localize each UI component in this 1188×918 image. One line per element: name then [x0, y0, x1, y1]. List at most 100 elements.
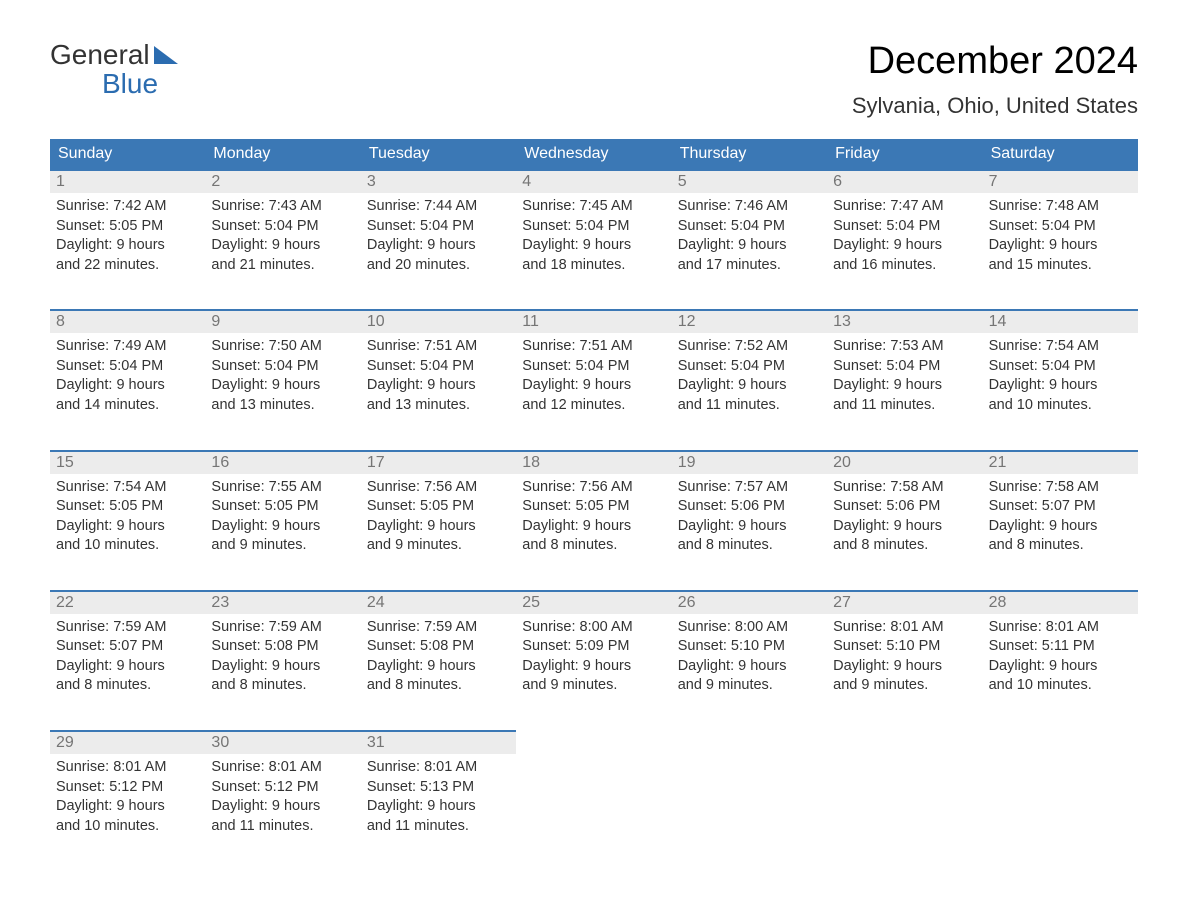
day-number: 28: [983, 592, 1138, 614]
day-line-dl1: Daylight: 9 hours: [56, 657, 199, 677]
day-line-dl2: and 10 minutes.: [56, 817, 199, 837]
logo-text-2: Blue: [50, 69, 178, 98]
day-line-sunset: Sunset: 5:04 PM: [678, 357, 821, 377]
calendar-cell: 20Sunrise: 7:58 AMSunset: 5:06 PMDayligh…: [827, 450, 982, 562]
week-separator: [50, 422, 1138, 450]
day-line-sunset: Sunset: 5:04 PM: [367, 217, 510, 237]
day-line-dl1: Daylight: 9 hours: [678, 236, 821, 256]
day-line-sunrise: Sunrise: 7:54 AM: [56, 478, 199, 498]
day-line-sunrise: Sunrise: 7:59 AM: [211, 618, 354, 638]
day-line-sunrise: Sunrise: 7:58 AM: [833, 478, 976, 498]
day-number: 1: [50, 171, 205, 193]
logo: General Blue: [50, 40, 178, 99]
calendar-cell: 15Sunrise: 7:54 AMSunset: 5:05 PMDayligh…: [50, 450, 205, 562]
day-line-sunset: Sunset: 5:06 PM: [833, 497, 976, 517]
day-line-dl1: Daylight: 9 hours: [989, 657, 1132, 677]
day-body: Sunrise: 8:01 AMSunset: 5:12 PMDaylight:…: [50, 754, 205, 842]
day-number: 8: [50, 311, 205, 333]
day-line-dl2: and 10 minutes.: [56, 536, 199, 556]
day-line-dl1: Daylight: 9 hours: [989, 236, 1132, 256]
day-body: Sunrise: 7:51 AMSunset: 5:04 PMDaylight:…: [361, 333, 516, 421]
day-number: 21: [983, 452, 1138, 474]
day-line-sunset: Sunset: 5:04 PM: [833, 357, 976, 377]
day-number: 17: [361, 452, 516, 474]
day-number: 29: [50, 732, 205, 754]
calendar-cell: 22Sunrise: 7:59 AMSunset: 5:07 PMDayligh…: [50, 590, 205, 702]
calendar-cell: 28Sunrise: 8:01 AMSunset: 5:11 PMDayligh…: [983, 590, 1138, 702]
day-line-dl1: Daylight: 9 hours: [56, 797, 199, 817]
day-line-sunrise: Sunrise: 7:51 AM: [367, 337, 510, 357]
day-line-dl2: and 10 minutes.: [989, 396, 1132, 416]
day-number: 9: [205, 311, 360, 333]
day-number: 13: [827, 311, 982, 333]
calendar-cell: 11Sunrise: 7:51 AMSunset: 5:04 PMDayligh…: [516, 309, 671, 421]
day-body: Sunrise: 7:48 AMSunset: 5:04 PMDaylight:…: [983, 193, 1138, 281]
day-line-dl1: Daylight: 9 hours: [211, 376, 354, 396]
day-body: Sunrise: 7:42 AMSunset: 5:05 PMDaylight:…: [50, 193, 205, 281]
day-number: 4: [516, 171, 671, 193]
day-line-dl2: and 11 minutes.: [678, 396, 821, 416]
calendar-cell: 18Sunrise: 7:56 AMSunset: 5:05 PMDayligh…: [516, 450, 671, 562]
calendar-cell: 13Sunrise: 7:53 AMSunset: 5:04 PMDayligh…: [827, 309, 982, 421]
day-line-sunset: Sunset: 5:04 PM: [367, 357, 510, 377]
day-body: Sunrise: 7:56 AMSunset: 5:05 PMDaylight:…: [516, 474, 671, 562]
day-number: 24: [361, 592, 516, 614]
dow-header: Sunday: [50, 139, 205, 169]
day-line-dl2: and 13 minutes.: [367, 396, 510, 416]
day-line-sunrise: Sunrise: 8:01 AM: [367, 758, 510, 778]
day-line-sunrise: Sunrise: 7:59 AM: [56, 618, 199, 638]
day-line-dl1: Daylight: 9 hours: [833, 657, 976, 677]
day-body: Sunrise: 8:00 AMSunset: 5:09 PMDaylight:…: [516, 614, 671, 702]
day-number: 19: [672, 452, 827, 474]
day-line-sunrise: Sunrise: 7:49 AM: [56, 337, 199, 357]
calendar-grid: SundayMondayTuesdayWednesdayThursdayFrid…: [50, 139, 1138, 842]
day-body: Sunrise: 7:45 AMSunset: 5:04 PMDaylight:…: [516, 193, 671, 281]
day-line-sunrise: Sunrise: 7:46 AM: [678, 197, 821, 217]
day-line-dl2: and 16 minutes.: [833, 256, 976, 276]
day-line-sunrise: Sunrise: 8:01 AM: [211, 758, 354, 778]
dow-header: Friday: [827, 139, 982, 169]
day-line-dl2: and 9 minutes.: [833, 676, 976, 696]
page-header: General Blue December 2024 Sylvania, Ohi…: [50, 40, 1138, 119]
day-number: 11: [516, 311, 671, 333]
day-body: Sunrise: 7:59 AMSunset: 5:07 PMDaylight:…: [50, 614, 205, 702]
day-body: Sunrise: 8:01 AMSunset: 5:10 PMDaylight:…: [827, 614, 982, 702]
day-line-sunset: Sunset: 5:04 PM: [522, 217, 665, 237]
day-line-sunset: Sunset: 5:04 PM: [678, 217, 821, 237]
day-line-sunset: Sunset: 5:08 PM: [367, 637, 510, 657]
location: Sylvania, Ohio, United States: [852, 93, 1138, 119]
calendar-cell-empty: [827, 730, 982, 842]
calendar-cell: 10Sunrise: 7:51 AMSunset: 5:04 PMDayligh…: [361, 309, 516, 421]
day-line-sunrise: Sunrise: 7:44 AM: [367, 197, 510, 217]
day-number: 14: [983, 311, 1138, 333]
day-line-sunset: Sunset: 5:04 PM: [211, 217, 354, 237]
day-line-dl1: Daylight: 9 hours: [367, 376, 510, 396]
day-line-sunrise: Sunrise: 8:00 AM: [522, 618, 665, 638]
day-body: Sunrise: 7:46 AMSunset: 5:04 PMDaylight:…: [672, 193, 827, 281]
day-line-dl2: and 14 minutes.: [56, 396, 199, 416]
day-number: 23: [205, 592, 360, 614]
day-line-dl1: Daylight: 9 hours: [522, 517, 665, 537]
calendar-cell: 6Sunrise: 7:47 AMSunset: 5:04 PMDaylight…: [827, 169, 982, 281]
day-line-dl2: and 9 minutes.: [522, 676, 665, 696]
day-line-dl1: Daylight: 9 hours: [211, 657, 354, 677]
day-body: Sunrise: 8:01 AMSunset: 5:11 PMDaylight:…: [983, 614, 1138, 702]
title-block: December 2024 Sylvania, Ohio, United Sta…: [852, 40, 1138, 119]
day-body: Sunrise: 7:59 AMSunset: 5:08 PMDaylight:…: [205, 614, 360, 702]
day-line-dl2: and 8 minutes.: [678, 536, 821, 556]
day-body: Sunrise: 8:01 AMSunset: 5:12 PMDaylight:…: [205, 754, 360, 842]
calendar-cell: 2Sunrise: 7:43 AMSunset: 5:04 PMDaylight…: [205, 169, 360, 281]
calendar-cell-empty: [516, 730, 671, 842]
day-line-sunrise: Sunrise: 7:48 AM: [989, 197, 1132, 217]
day-line-sunrise: Sunrise: 7:50 AM: [211, 337, 354, 357]
day-line-dl1: Daylight: 9 hours: [522, 376, 665, 396]
day-line-sunrise: Sunrise: 8:01 AM: [989, 618, 1132, 638]
day-number: 27: [827, 592, 982, 614]
day-body: Sunrise: 7:54 AMSunset: 5:04 PMDaylight:…: [983, 333, 1138, 421]
day-line-sunrise: Sunrise: 8:01 AM: [56, 758, 199, 778]
day-line-sunrise: Sunrise: 7:47 AM: [833, 197, 976, 217]
day-body: Sunrise: 7:56 AMSunset: 5:05 PMDaylight:…: [361, 474, 516, 562]
day-line-dl1: Daylight: 9 hours: [211, 797, 354, 817]
day-line-dl2: and 20 minutes.: [367, 256, 510, 276]
day-number: 3: [361, 171, 516, 193]
